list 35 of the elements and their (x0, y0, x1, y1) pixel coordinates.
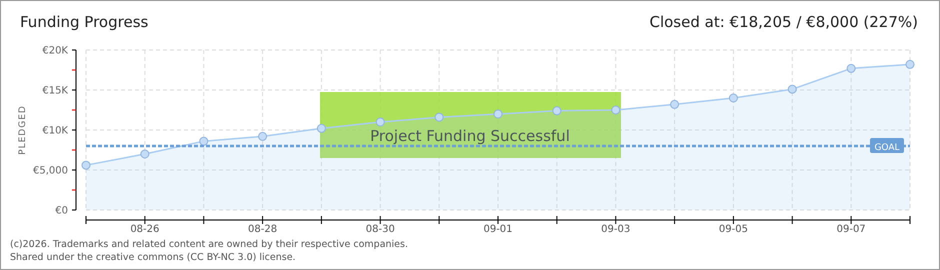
x-tick-label: 08-28 (248, 224, 278, 235)
x-tick-label: 09-07 (836, 224, 866, 235)
point (434, 112, 444, 122)
point (552, 106, 562, 116)
y-tick-label: €10K (42, 126, 68, 136)
y-tick-label: €0 (55, 206, 68, 216)
point (494, 110, 502, 118)
ref-line-label: GOAL (874, 143, 900, 153)
point (82, 160, 90, 170)
point (376, 118, 385, 126)
point (728, 94, 738, 102)
success-banner: Project Funding Successful (320, 92, 621, 158)
x-tick-label: 08-26 (130, 224, 160, 235)
y-tick-label: €15K (42, 86, 68, 96)
x-tick-label: 08-30 (366, 224, 395, 235)
chart-subtitle: Closed at: €18,205 / €8,000 (227%) (649, 13, 918, 31)
point (670, 100, 680, 109)
x-tick-label: 09-05 (718, 224, 748, 235)
point (140, 150, 150, 158)
point (846, 64, 856, 73)
point (316, 124, 326, 133)
text: (c)2026. Trademarks and related content are owned by their respective companies. (10, 239, 408, 250)
text: Shared under the creative commons (CC BY-NC 3.0) license. (10, 252, 296, 263)
point (906, 60, 914, 69)
annotation: Project Funding Successful (370, 127, 570, 145)
x-tick-label: 09-01 (483, 224, 513, 235)
chart-title: Funding Progress (20, 13, 149, 31)
point (199, 136, 208, 146)
point (258, 132, 268, 141)
point (611, 106, 620, 114)
y-tick-label: €5,000 (33, 166, 68, 176)
point (788, 84, 797, 94)
x-tick-label: 09-03 (601, 224, 630, 235)
y-tick-label: €20K (42, 46, 68, 56)
y-axis-title: PLEDGED (18, 105, 28, 155)
